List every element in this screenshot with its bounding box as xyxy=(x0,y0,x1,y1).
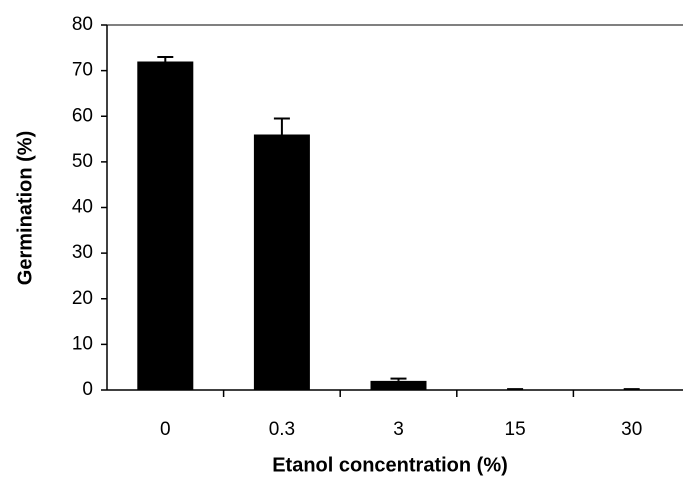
y-tick-label: 60 xyxy=(72,105,93,126)
y-tick-label: 30 xyxy=(72,242,93,263)
x-tick-label: 30 xyxy=(621,419,642,440)
bar xyxy=(137,61,194,390)
y-tick-label: 80 xyxy=(72,14,93,35)
y-tick-label: 40 xyxy=(72,197,93,218)
error-bar xyxy=(390,377,407,381)
y-tick-label: 20 xyxy=(72,288,93,309)
x-tick-label: 3 xyxy=(393,419,404,440)
error-bar xyxy=(507,388,524,391)
x-tick-label: 0 xyxy=(160,419,171,440)
bar xyxy=(253,134,310,390)
y-axis-title: Germination (%) xyxy=(14,131,36,285)
y-tick-label: 70 xyxy=(72,60,93,81)
y-tick-label: 10 xyxy=(72,333,93,354)
x-tick-label: 15 xyxy=(505,419,526,440)
y-tick-label: 0 xyxy=(82,379,93,400)
x-axis-title: Etanol concentration (%) xyxy=(272,454,508,476)
y-tick-label: 50 xyxy=(72,151,93,172)
error-bar xyxy=(273,117,290,135)
error-bar xyxy=(623,388,640,391)
x-tick-label: 0.3 xyxy=(269,419,295,440)
error-bar xyxy=(157,55,174,62)
bar xyxy=(370,380,427,390)
